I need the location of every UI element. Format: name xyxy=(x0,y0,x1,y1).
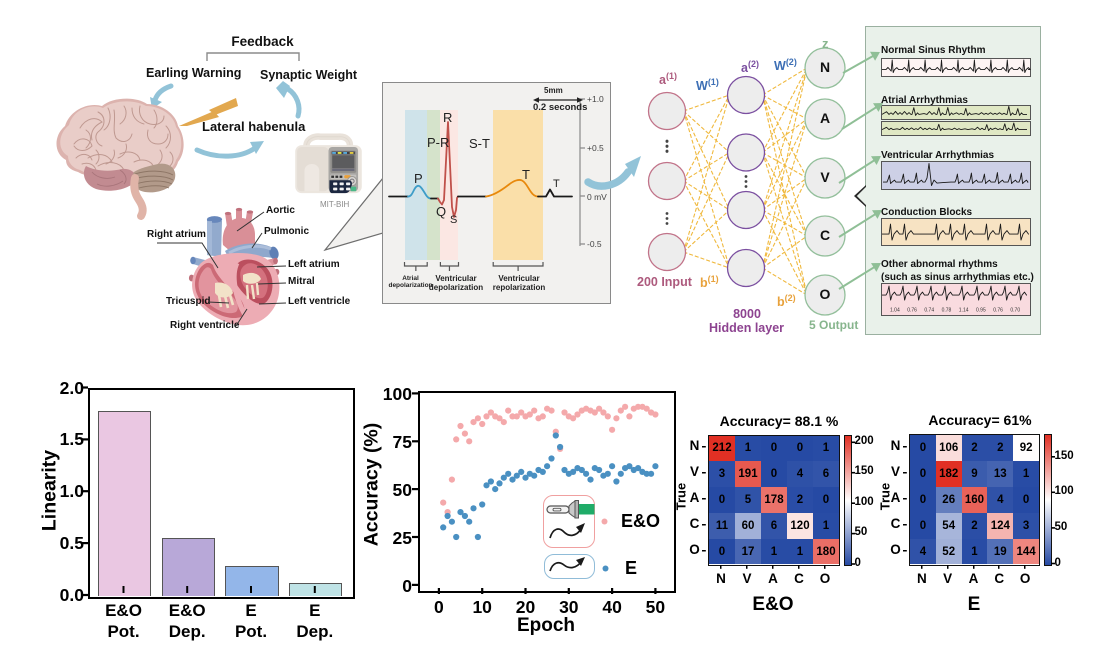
svg-text:1.04: 1.04 xyxy=(890,308,900,314)
svg-text:1.14: 1.14 xyxy=(959,308,969,314)
svg-text:0.78: 0.78 xyxy=(942,308,952,314)
svg-text:0.70: 0.70 xyxy=(1010,308,1020,314)
svg-text:0.95: 0.95 xyxy=(976,308,986,314)
svg-text:0.76: 0.76 xyxy=(907,308,917,314)
svg-text:0.74: 0.74 xyxy=(924,308,934,314)
svg-text:0.76: 0.76 xyxy=(993,308,1003,314)
